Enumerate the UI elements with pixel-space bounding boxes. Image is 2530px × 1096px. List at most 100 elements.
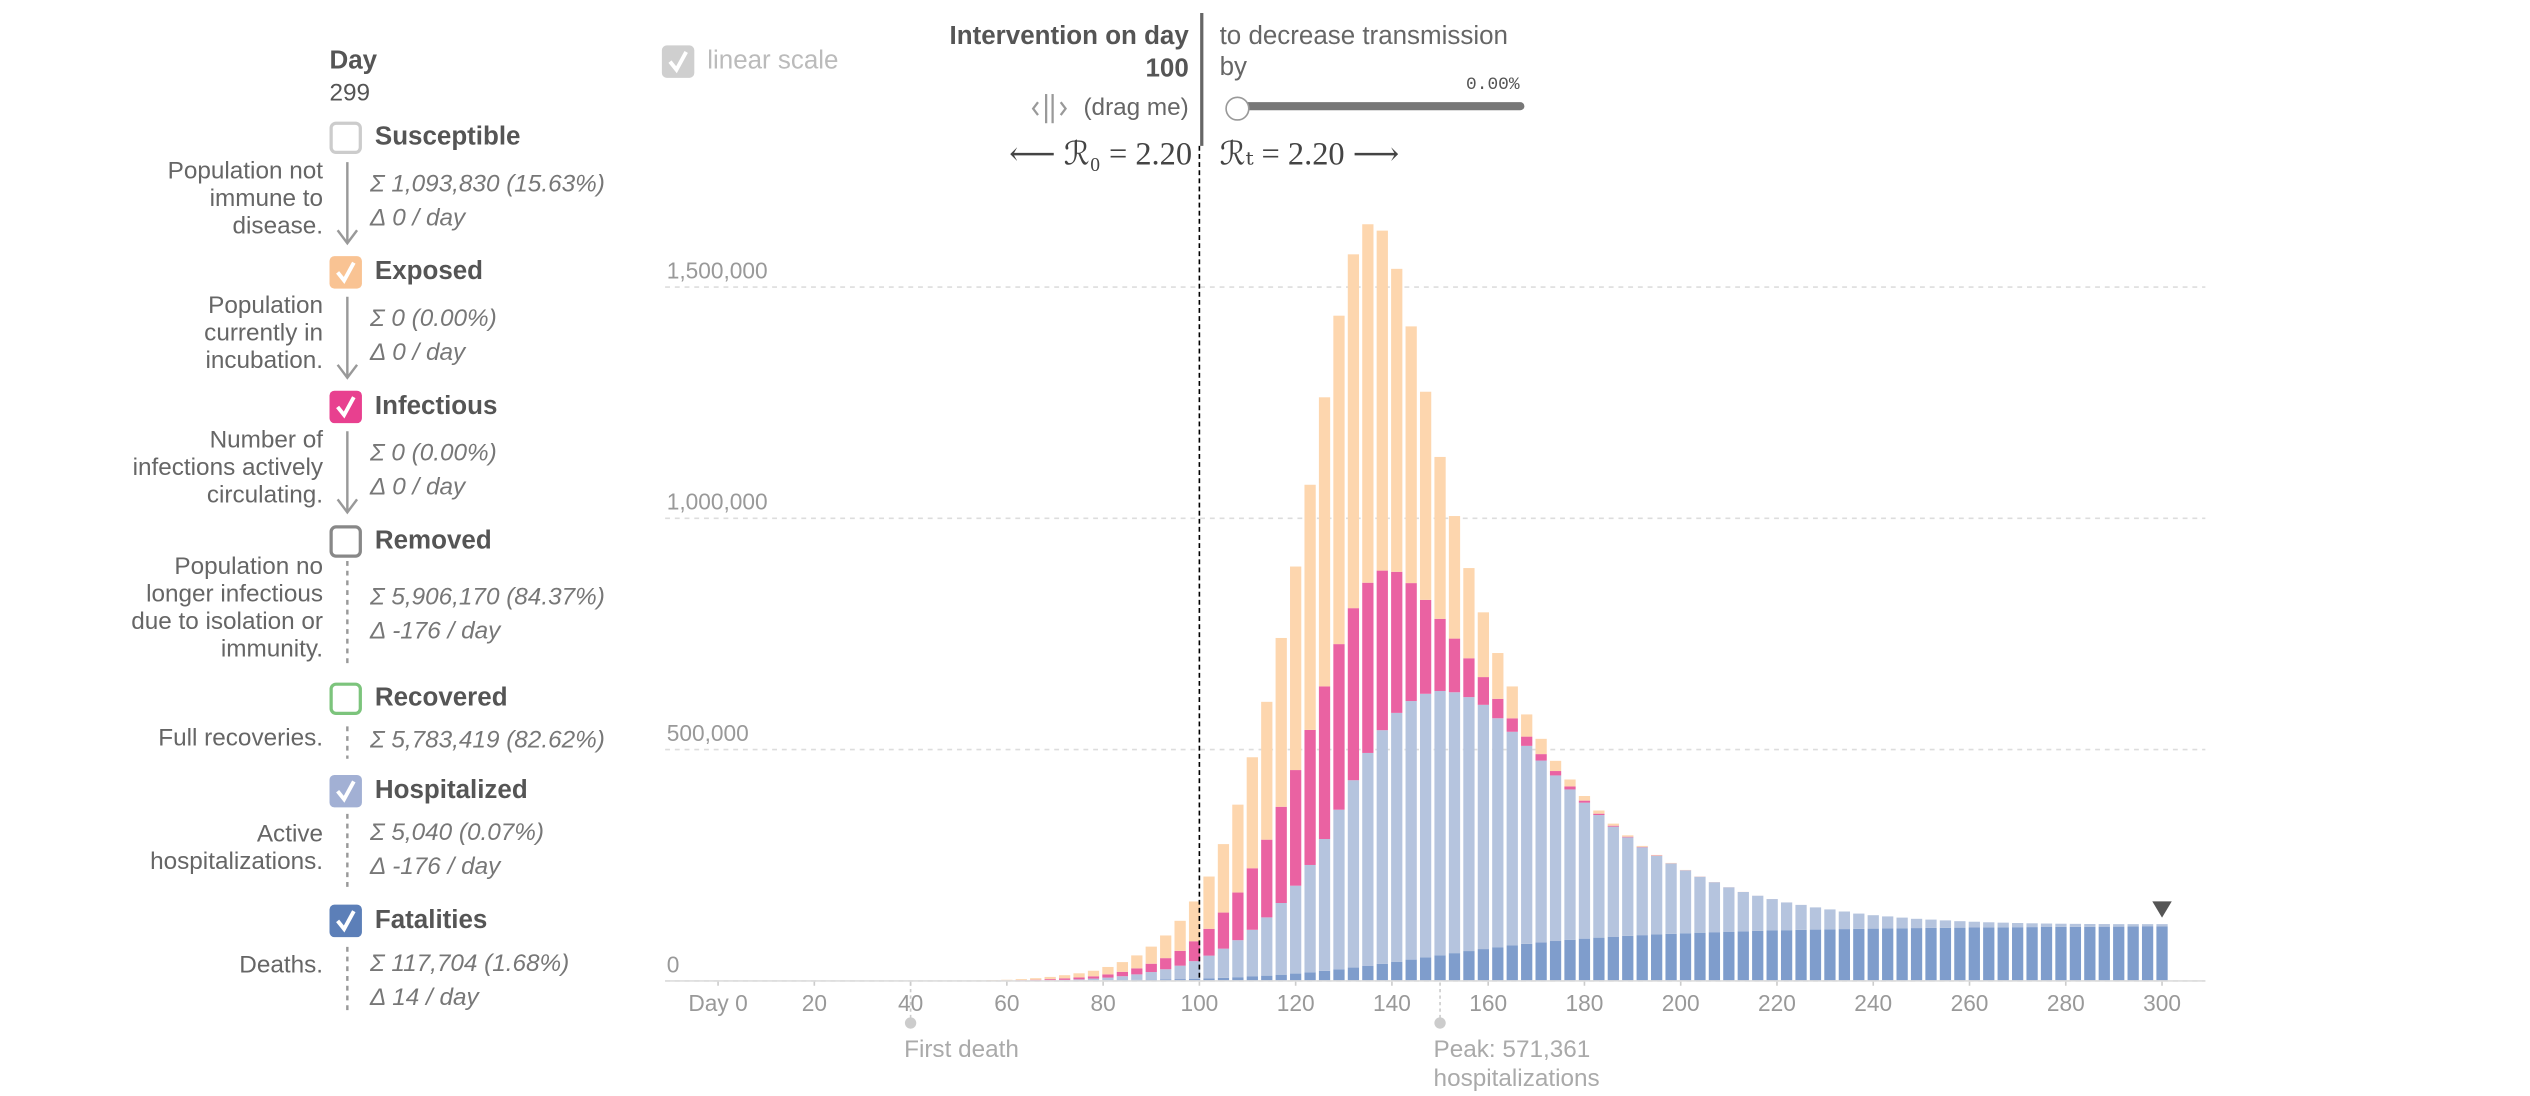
bar-segment xyxy=(1593,813,1605,816)
bar-segment xyxy=(1419,599,1432,694)
bar-segment xyxy=(1347,780,1360,968)
day-value: 299 xyxy=(330,79,371,106)
bar-segment xyxy=(1521,745,1533,944)
bar-segment xyxy=(2026,923,2038,928)
bar-segment xyxy=(1044,979,1056,981)
bar-segment xyxy=(1564,789,1576,940)
bar-segment xyxy=(1448,953,1461,981)
bar-segment xyxy=(1607,936,1619,981)
x-tick-label: 180 xyxy=(1566,990,1604,1016)
bar-segment xyxy=(1636,845,1648,847)
bar-segment xyxy=(1492,718,1504,948)
bar-segment xyxy=(1405,326,1417,584)
compartment-name: Fatalities xyxy=(375,906,487,934)
compartment-checkbox[interactable] xyxy=(329,256,362,289)
bar-segment xyxy=(1593,937,1605,981)
bar-segment xyxy=(1217,844,1230,913)
compartment-checkbox[interactable] xyxy=(329,121,362,155)
bar-segment xyxy=(1102,974,1114,978)
x-tick-label: 80 xyxy=(1090,990,1115,1016)
compartment-name: Susceptible xyxy=(375,123,521,151)
bar-segment xyxy=(1376,570,1388,731)
bar-segment xyxy=(1318,686,1331,840)
x-tick-label: 160 xyxy=(1469,990,1507,1016)
bar-segment xyxy=(1160,958,1172,970)
bar-segment xyxy=(1145,963,1157,973)
intervention-day: 100 xyxy=(1146,55,1189,83)
bar-segment xyxy=(1578,800,1591,803)
compartment-checkbox[interactable] xyxy=(329,774,362,808)
bar-segment xyxy=(1131,955,1143,969)
bar-segment xyxy=(1939,920,1952,928)
bar-segment xyxy=(1521,943,1533,981)
r0: ⟵ ℛ₀ = 2.20 xyxy=(1009,137,1192,173)
bar-segment xyxy=(1795,929,1807,981)
bar-segment xyxy=(1116,976,1129,981)
linear-scale-checkbox[interactable] xyxy=(661,45,695,78)
checkmark xyxy=(668,50,688,74)
bar-segment xyxy=(1419,693,1432,958)
compartment-checkbox[interactable] xyxy=(329,904,362,938)
bar-segment xyxy=(1188,961,1201,979)
bar-segment xyxy=(1824,929,1836,981)
y-tick-label: 0 xyxy=(667,951,680,977)
bar-segment xyxy=(1174,920,1186,951)
compartment-checkbox[interactable] xyxy=(329,682,362,715)
bar-segment xyxy=(1102,966,1114,975)
slider-track[interactable] xyxy=(1227,102,1525,111)
bar-segment xyxy=(2012,927,2024,981)
bar-segment xyxy=(1506,731,1518,946)
compartment-description: Number of xyxy=(210,426,324,453)
bar-segment xyxy=(1477,704,1490,950)
compartment-checkbox[interactable] xyxy=(329,525,362,558)
compartment-checkbox[interactable] xyxy=(329,390,362,424)
bar-segment xyxy=(1261,917,1273,976)
bar-segment xyxy=(1506,686,1518,719)
bar-segment xyxy=(1405,959,1417,981)
bar-segment xyxy=(1290,885,1302,974)
bar-segment xyxy=(1333,809,1345,970)
bar-segment xyxy=(1679,933,1692,981)
compartment-description: circulating. xyxy=(207,482,323,509)
flow-arrowhead xyxy=(336,498,359,515)
day-label: Day xyxy=(330,46,378,74)
bar-segment xyxy=(1492,947,1504,981)
compartment-description: hospitalizations. xyxy=(150,848,323,875)
drag-icon[interactable] xyxy=(1031,94,1067,124)
bar-segment xyxy=(1362,582,1374,753)
bar-segment xyxy=(1073,979,1085,981)
bar-segment xyxy=(1304,972,1316,981)
bar-segment xyxy=(1102,977,1114,981)
bar-segment xyxy=(1261,701,1273,840)
bar-segment xyxy=(1174,965,1186,980)
bar-segment xyxy=(1391,712,1403,962)
bar-segment xyxy=(1968,921,1980,928)
drag-hint[interactable]: (drag me) xyxy=(1083,94,1188,121)
linear-scale-label[interactable]: linear scale xyxy=(707,46,838,74)
bar-segment xyxy=(1232,804,1244,893)
annotation-text: hospitalizations xyxy=(1434,1065,1600,1092)
bar-segment xyxy=(1160,969,1172,980)
y-tick-label: 1,000,000 xyxy=(667,489,768,515)
bar-segment xyxy=(1203,928,1215,956)
bar-segment xyxy=(1217,912,1230,949)
bar-segment xyxy=(1665,933,1677,981)
bar-segment xyxy=(1463,658,1475,698)
compartment-name: Recovered xyxy=(375,684,508,712)
bar-segment xyxy=(2055,923,2067,927)
compartment-description: Full recoveries. xyxy=(158,725,323,752)
compartment-total: Σ 5,906,170 (84.37%) xyxy=(369,584,605,611)
slider-thumb[interactable] xyxy=(1225,96,1250,121)
bar-segment xyxy=(1766,899,1778,931)
bar-segment xyxy=(1492,698,1504,719)
bar-segment xyxy=(1448,516,1461,639)
compartment-name: Exposed xyxy=(375,257,483,285)
bar-segment xyxy=(1448,638,1461,693)
bar-segment xyxy=(1304,864,1316,973)
bar-segment xyxy=(1131,974,1143,980)
bar-segment xyxy=(1954,921,1966,928)
bar-segment xyxy=(1564,779,1576,787)
bar-segment xyxy=(1333,969,1345,981)
compartment-total: Σ 117,704 (1.68%) xyxy=(369,950,569,977)
bar-segment xyxy=(2084,923,2096,927)
